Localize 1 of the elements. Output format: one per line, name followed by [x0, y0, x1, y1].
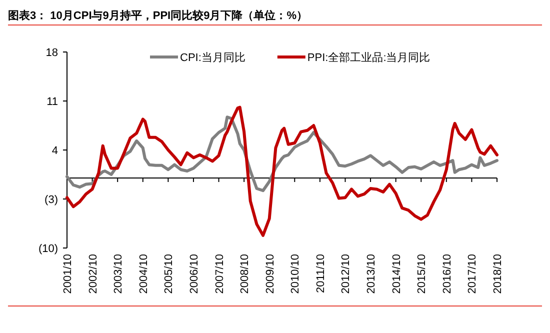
title: 图表3： 10月CPI与9月持平，PPI同比较9月下降（单位：%）	[8, 10, 308, 22]
